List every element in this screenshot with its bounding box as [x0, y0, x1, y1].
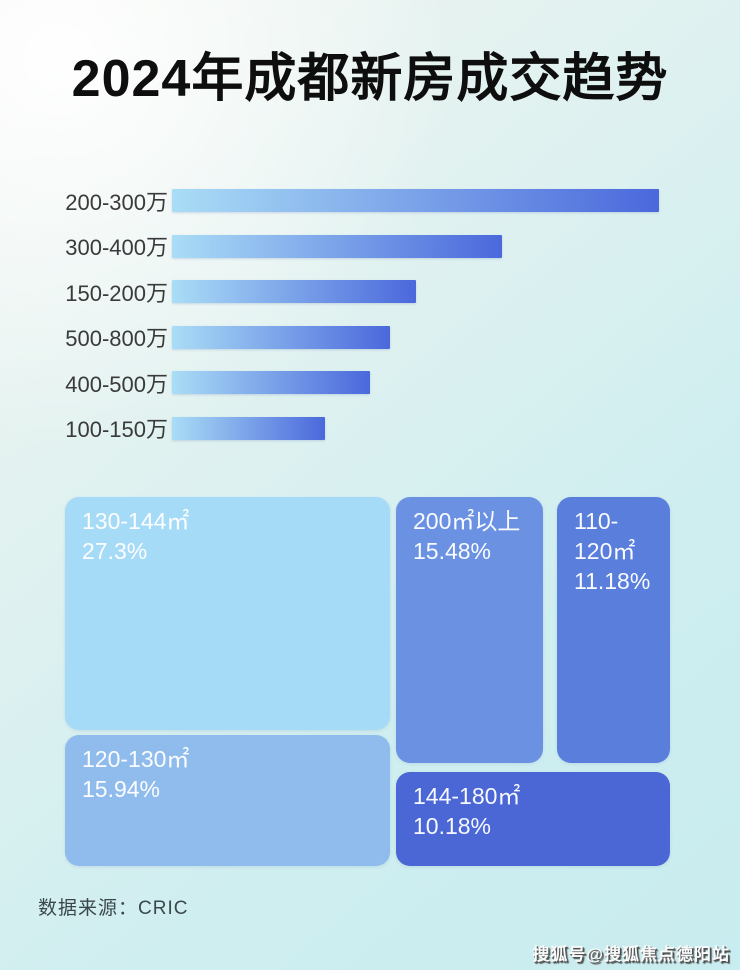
bar-row: 300-400万	[38, 224, 702, 270]
bar-row: 500-800万	[38, 315, 702, 361]
bar-track	[172, 325, 659, 349]
bar-row: 200-300万	[38, 178, 702, 224]
treemap-tile-value: 10.18%	[413, 812, 492, 839]
treemap-tile-value: 27.3%	[82, 537, 148, 564]
treemap-tile-label: 200㎡以上	[413, 508, 521, 534]
bar	[172, 234, 503, 258]
treemap-tile-label: 110-120㎡	[574, 508, 636, 564]
bar	[172, 325, 391, 349]
bar-category-label: 300-400万	[65, 235, 168, 261]
bar	[172, 280, 417, 304]
treemap-tile: 110-120㎡ 11.18%	[557, 497, 670, 763]
bar-track	[172, 189, 659, 213]
treemap-tile: 200㎡以上 15.48%	[396, 497, 543, 763]
treemap-tile-value: 15.94%	[82, 775, 161, 802]
bar-row: 150-200万	[38, 269, 702, 315]
bar-row: 400-500万	[38, 360, 702, 406]
bar-track	[172, 280, 659, 304]
bar-category-label: 400-500万	[65, 371, 168, 397]
bar	[172, 416, 325, 440]
bar-category-label: 150-200万	[65, 280, 168, 306]
treemap-tile-label: 130-144㎡	[82, 508, 190, 534]
data-source-note: 数据来源：CRIC	[38, 898, 189, 919]
bar-category-label: 200-300万	[65, 189, 168, 215]
treemap-tile: 144-180㎡ 10.18%	[396, 772, 670, 866]
treemap-tile-label: 144-180㎡	[413, 783, 521, 809]
treemap-tile-value: 15.48%	[413, 537, 492, 564]
treemap-tile-value: 11.18%	[574, 567, 651, 594]
treemap-tile: 120-130㎡ 15.94%	[65, 735, 390, 866]
bar-track	[172, 416, 659, 440]
bar-track	[172, 371, 659, 395]
bar	[172, 371, 370, 395]
bar-track	[172, 234, 659, 258]
page-title: 2024年成都新房成交趋势	[71, 50, 669, 108]
treemap-tile-label: 120-130㎡	[82, 746, 190, 772]
bar-category-label: 500-800万	[65, 326, 168, 352]
bar	[172, 189, 659, 213]
watermark-text: 搜狐号@搜狐焦点德阳站	[532, 945, 730, 964]
price-range-bar-chart: 200-300万 300-400万 150-200万 500-800万 400-500万…	[38, 178, 702, 451]
treemap-tile: 130-144㎡ 27.3%	[65, 497, 390, 730]
bar-category-label: 100-150万	[65, 417, 168, 443]
bar-row: 100-150万	[38, 406, 702, 452]
